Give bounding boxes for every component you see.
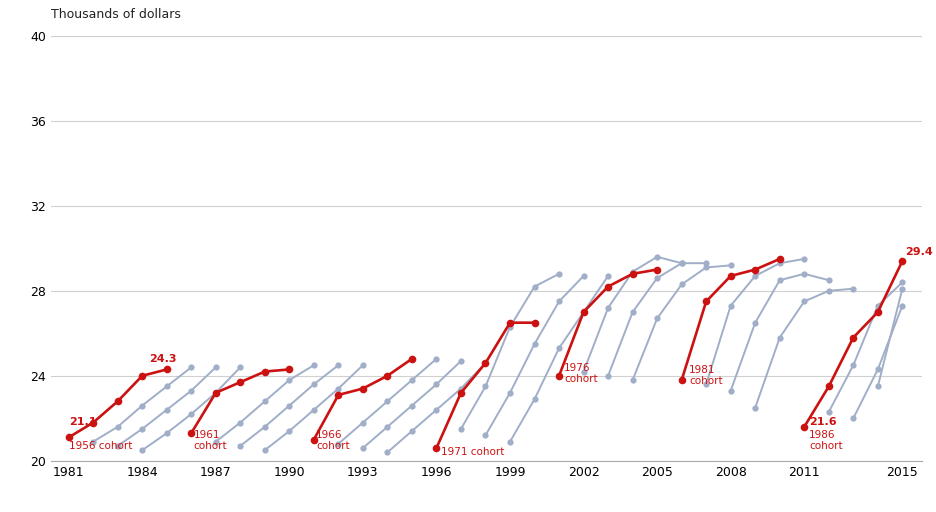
Text: 21.1: 21.1 <box>68 417 96 427</box>
Text: 1961
cohort: 1961 cohort <box>194 430 227 451</box>
Text: 1981
cohort: 1981 cohort <box>689 365 723 387</box>
Text: 1971 cohort: 1971 cohort <box>442 446 505 457</box>
Text: 24.3: 24.3 <box>150 354 177 364</box>
Text: 1976
cohort: 1976 cohort <box>564 362 597 385</box>
Text: 29.4: 29.4 <box>905 247 932 257</box>
Text: Thousands of dollars: Thousands of dollars <box>51 8 182 21</box>
Text: 1966
cohort: 1966 cohort <box>316 430 350 451</box>
Text: 1986
cohort: 1986 cohort <box>809 430 842 451</box>
Text: 1956 cohort: 1956 cohort <box>68 441 132 451</box>
Text: 21.6: 21.6 <box>809 417 837 427</box>
